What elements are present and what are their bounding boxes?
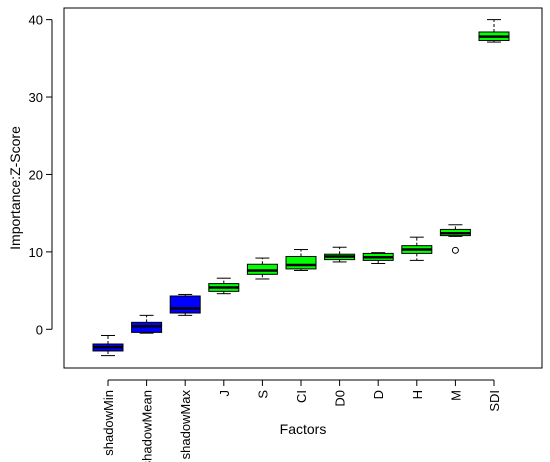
- x-tick-label: CI: [294, 390, 309, 403]
- x-tick-label: H: [410, 390, 425, 399]
- x-tick-label: shadowMin: [101, 390, 116, 456]
- y-tick-label: 30: [29, 90, 43, 105]
- y-tick-label: 20: [29, 167, 43, 182]
- x-axis: shadowMin shadowMean shadowMax J S CI D0 D H M SDI: [101, 379, 502, 462]
- y-axis-label: Importance:Z-Score: [7, 126, 23, 250]
- plot-frame: [63, 7, 543, 369]
- x-tick-label: S: [255, 390, 270, 399]
- box-D0: [324, 246, 356, 263]
- box-shadowMax: [169, 293, 201, 316]
- box-S: [246, 257, 278, 280]
- x-tick-label: M: [448, 390, 463, 401]
- y-tick-label: 10: [29, 245, 43, 260]
- box-shadowMean: [131, 314, 163, 334]
- x-tick-label: SDI: [487, 390, 502, 412]
- y-axis: 0 10 20 30 40: [29, 13, 53, 337]
- x-tick-label: J: [217, 390, 232, 397]
- box-J: [208, 277, 240, 295]
- boxes: [92, 19, 510, 357]
- box-SDI: [478, 19, 510, 43]
- box-CI: [285, 249, 317, 271]
- box-D: [362, 252, 394, 264]
- box-M: [439, 224, 471, 254]
- x-tick-label: D0: [333, 390, 348, 407]
- y-tick-label: 40: [29, 13, 43, 28]
- y-tick-label: 0: [36, 322, 43, 337]
- outlier-point: [451, 246, 459, 254]
- x-tick-label: shadowMax: [178, 390, 193, 460]
- box-body: [285, 256, 317, 270]
- box-H: [401, 236, 433, 261]
- x-tick-label: D: [371, 390, 386, 399]
- box-body: [169, 295, 201, 314]
- x-axis-label: Factors: [280, 421, 327, 437]
- x-tick-label: shadowMean: [140, 390, 155, 462]
- box-shadowMin: [92, 334, 124, 357]
